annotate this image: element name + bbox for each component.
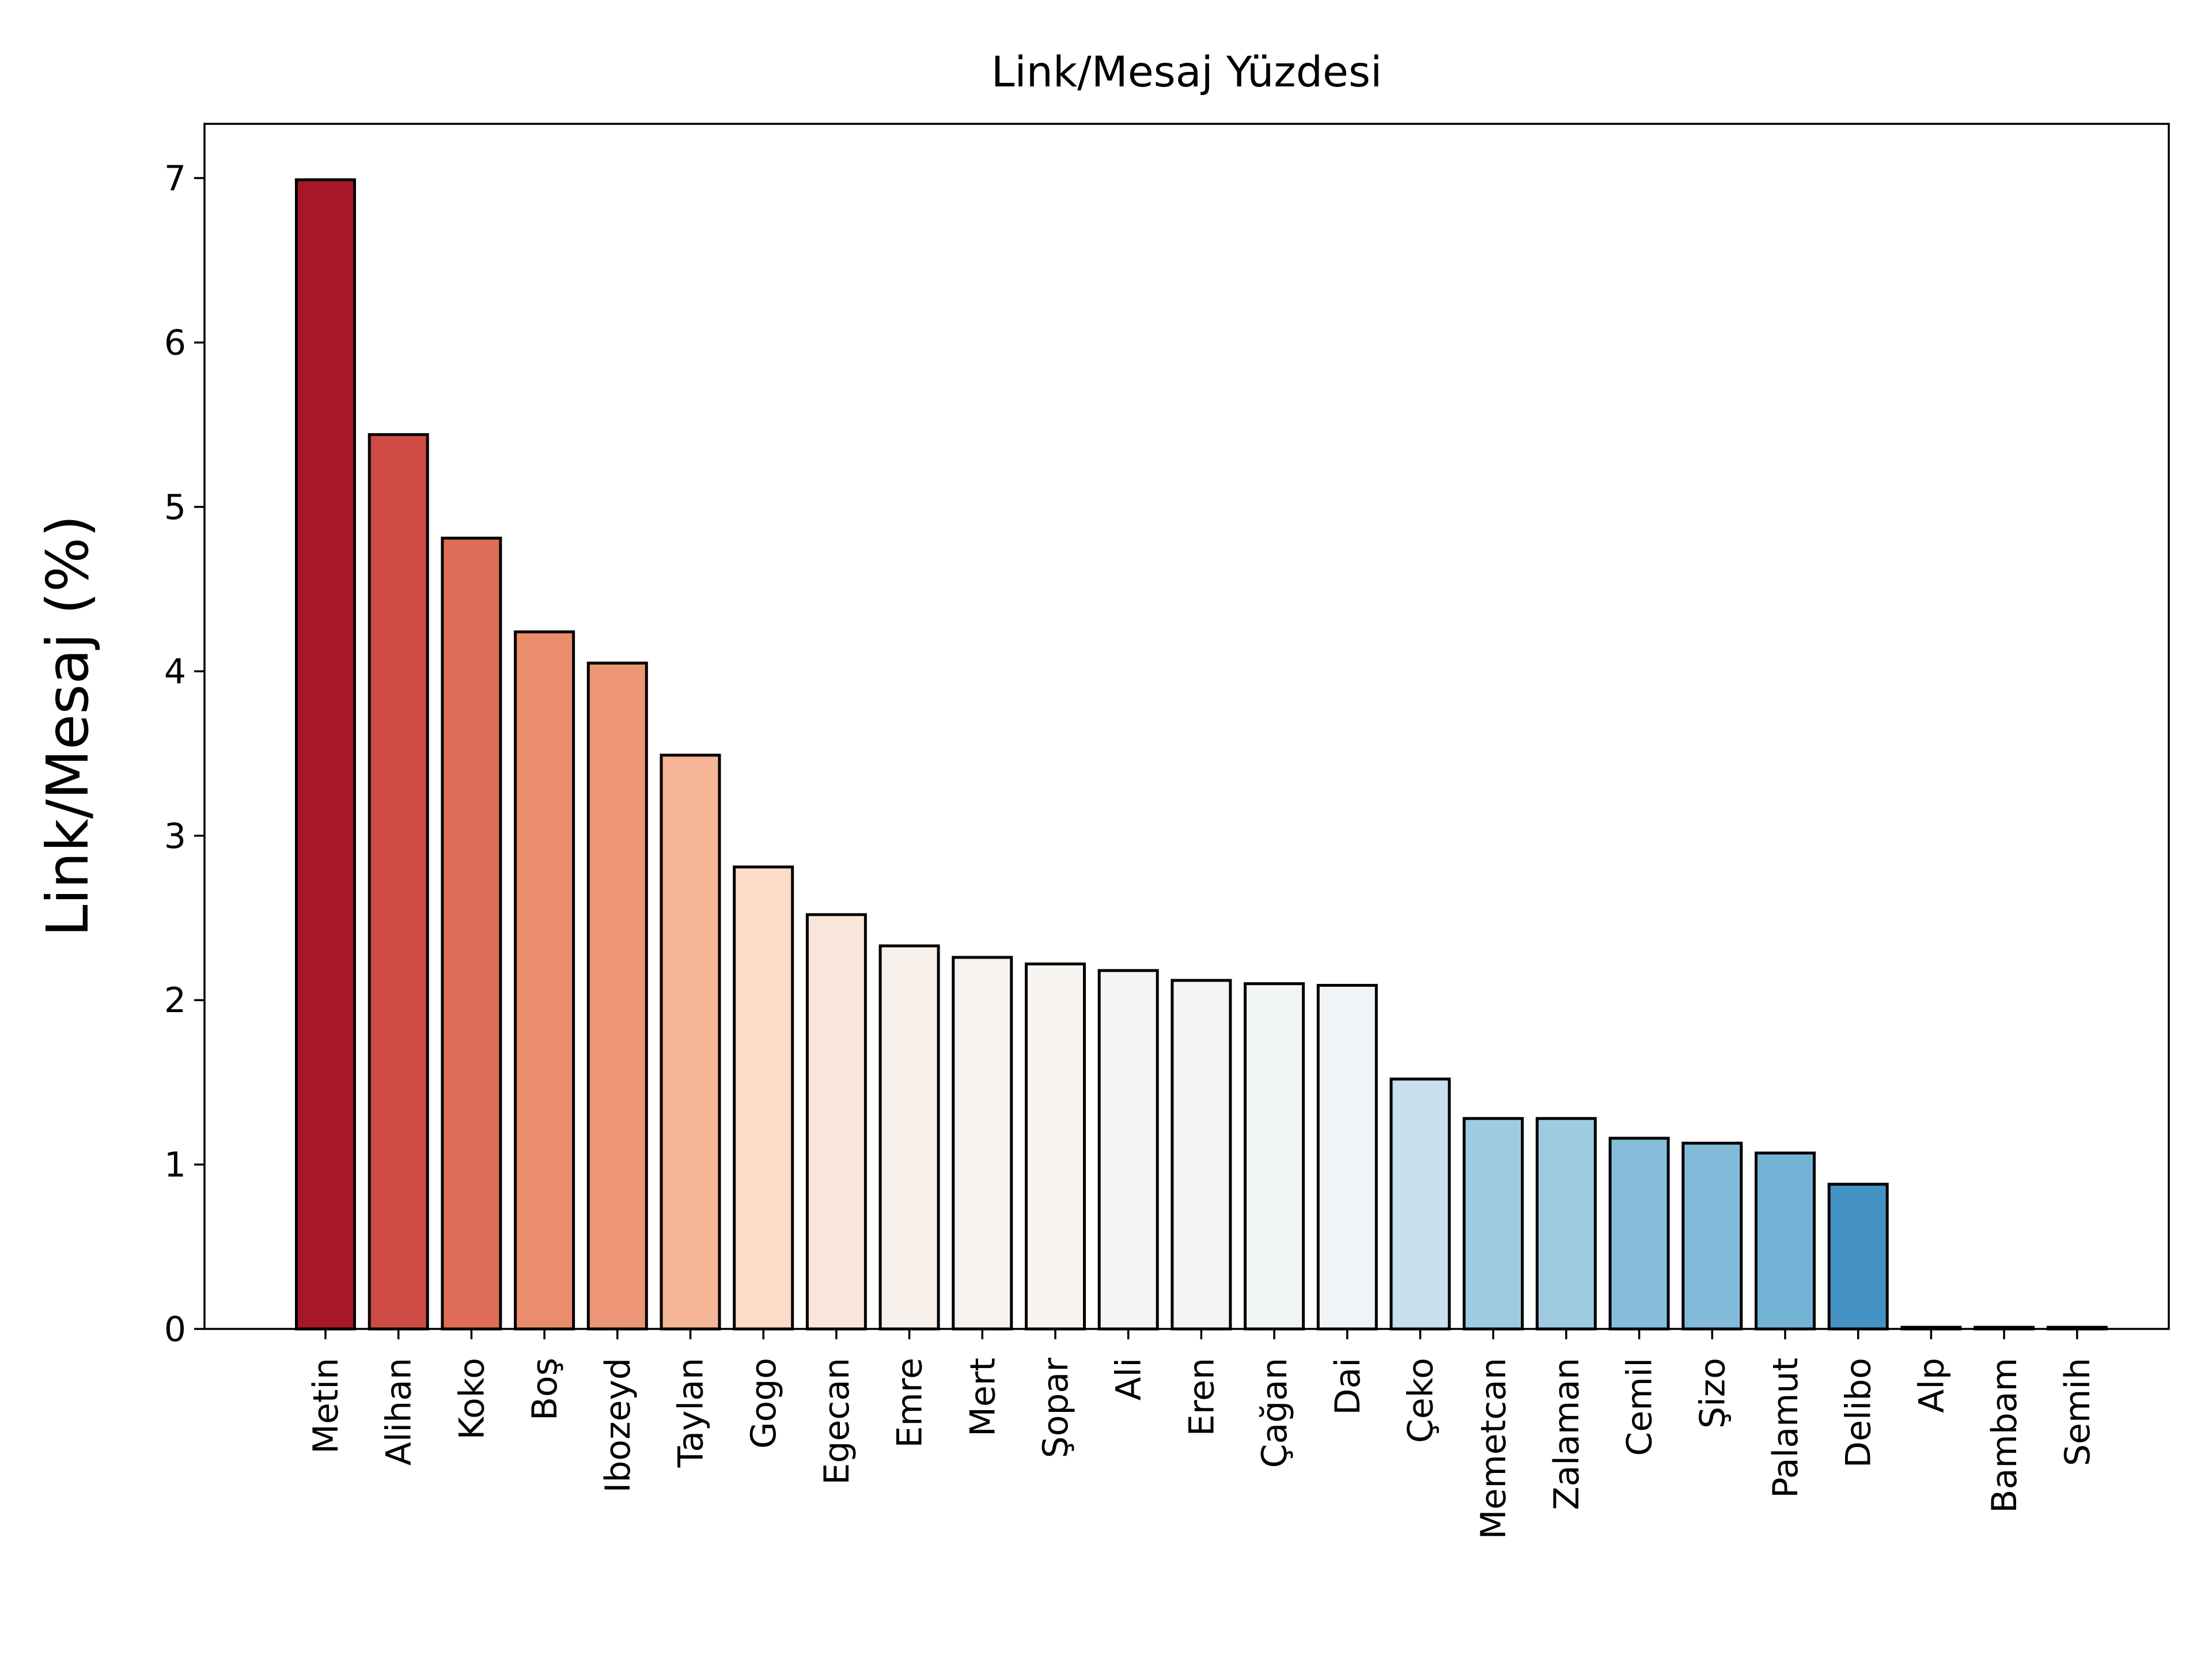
x-tick-label: Zalaman: [1547, 1358, 1587, 1510]
plot-frame: [203, 123, 2170, 1330]
x-tick-label: Alihan: [379, 1358, 419, 1465]
bars: [295, 178, 2108, 1331]
x-tick-label: Gogo: [744, 1358, 784, 1449]
y-tick-label: 3: [164, 816, 186, 857]
x-tick-label: Egecan: [817, 1358, 857, 1485]
bar: [1755, 1152, 1816, 1331]
bar: [1097, 969, 1159, 1331]
x-tick-label: Mert: [963, 1358, 1003, 1437]
x-tick-label: Ibozeyd: [598, 1358, 638, 1493]
bar: [586, 661, 648, 1331]
bar: [1025, 962, 1086, 1331]
bar: [805, 913, 867, 1331]
bar: [441, 536, 502, 1331]
x-tick-label: Koko: [452, 1358, 492, 1440]
y-tick-label: 2: [164, 980, 186, 1021]
y-tick-label: 1: [164, 1145, 186, 1185]
y-tick-label: 7: [164, 158, 186, 199]
x-axis-ticks: Metin Alihan Koko Boş Ibozeyd Taylan Gogo Egeca…: [306, 1329, 2098, 1539]
y-tick-label: 5: [164, 487, 186, 528]
y-tick-label: 4: [164, 652, 186, 692]
chart-title: Link/Mesaj Yüzdesi: [991, 48, 1382, 97]
bar: [514, 630, 575, 1331]
x-tick-label: Bambam: [1984, 1358, 2025, 1513]
x-tick-label: Çağan: [1255, 1358, 1295, 1468]
bar: [733, 865, 794, 1331]
x-tick-label: Şopar: [1036, 1358, 1076, 1459]
bar: [1535, 1117, 1597, 1331]
x-tick-label: Dai: [1328, 1358, 1368, 1415]
x-tick-label: Şizo: [1692, 1358, 1733, 1429]
x-tick-label: Alp: [1911, 1358, 1952, 1413]
bar: [1608, 1137, 1670, 1331]
x-tick-label: Cemil: [1620, 1358, 1660, 1456]
x-tick-label: Delibo: [1839, 1358, 1879, 1468]
bar: [952, 956, 1013, 1331]
bar: [1463, 1117, 1524, 1331]
bar: [1171, 979, 1232, 1331]
x-tick-label: Taylan: [671, 1358, 711, 1468]
x-tick-label: Semih: [2058, 1358, 2098, 1466]
x-tick-label: Eren: [1181, 1358, 1222, 1436]
y-tick-label: 0: [164, 1309, 186, 1350]
bar: [368, 433, 429, 1331]
bar: [1827, 1183, 1889, 1331]
bar: [1316, 984, 1378, 1331]
y-axis-label: Link/Mesaj (%): [34, 515, 101, 937]
x-tick-label: Emre: [890, 1358, 930, 1448]
y-axis-ticks: 0 1 2 3 4 5 6 7: [164, 158, 204, 1350]
bar: [660, 753, 721, 1331]
x-tick-label: Memetcan: [1474, 1358, 1514, 1539]
bar: [1389, 1077, 1451, 1331]
x-tick-label: Çeko: [1401, 1358, 1441, 1443]
bar: [1681, 1141, 1743, 1331]
x-tick-label: Boş: [525, 1358, 565, 1421]
x-tick-label: Metin: [306, 1358, 346, 1454]
x-tick-label: Palamut: [1766, 1358, 1806, 1498]
x-tick-label: Ali: [1109, 1358, 1149, 1400]
bar: [295, 178, 356, 1331]
bar: [878, 944, 940, 1331]
bar: [1244, 982, 1305, 1331]
y-tick-label: 6: [164, 323, 186, 363]
